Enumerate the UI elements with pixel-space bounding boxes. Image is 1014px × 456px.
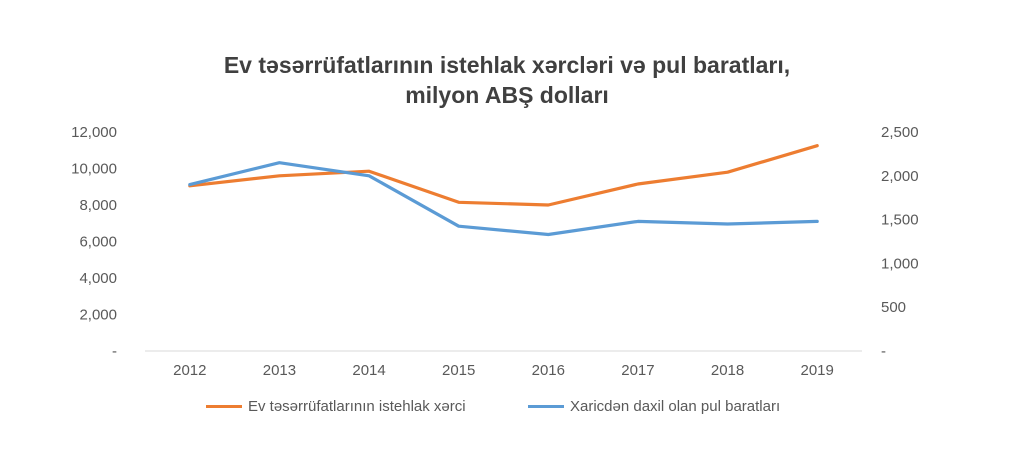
y-right-tick-label: 2,500: [881, 124, 919, 141]
y-left-tick-label: 6,000: [79, 234, 117, 251]
x-tick-label: 2017: [621, 362, 654, 379]
y-left-tick-label: 8,000: [79, 197, 117, 214]
legend-swatch-orange: [206, 405, 242, 408]
legend: Ev təsərrüfatlarının istehlak xərci Xari…: [0, 398, 1014, 422]
legend-item-remittances: Xaricdən daxil olan pul baratları: [528, 398, 780, 415]
y-right-tick-label: -: [881, 343, 886, 360]
legend-swatch-blue: [528, 405, 564, 408]
y-left-tick-label: 4,000: [79, 270, 117, 287]
series-line-remittances: [188, 161, 819, 237]
chart-title: Ev təsərrüfatlarının istehlak xərcləri v…: [0, 50, 1014, 110]
x-tick-label: 2019: [801, 362, 834, 379]
chart-title-line-2: milyon ABŞ dolları: [405, 82, 609, 108]
x-tick-label: 2012: [173, 362, 206, 379]
x-tick-label: 2015: [442, 362, 475, 379]
x-tick-label: 2016: [532, 362, 565, 379]
y-left-tick-label: 2,000: [79, 307, 117, 324]
legend-item-consumption: Ev təsərrüfatlarının istehlak xərci: [206, 398, 466, 415]
legend-label-consumption: Ev təsərrüfatlarının istehlak xərci: [248, 398, 466, 415]
series-line-consumption: [188, 144, 819, 207]
x-tick-label: 2014: [352, 362, 385, 379]
y-right-tick-label: 500: [881, 299, 906, 316]
y-right-tick-label: 1,000: [881, 255, 919, 272]
legend-label-remittances: Xaricdən daxil olan pul baratları: [570, 398, 781, 415]
y-left-tick-label: 12,000: [71, 124, 117, 141]
chart-title-line-1: Ev təsərrüfatlarının istehlak xərcləri v…: [223, 52, 791, 78]
y-right-tick-label: 2,000: [881, 168, 919, 185]
y-left-tick-label: 10,000: [71, 161, 117, 178]
y-left-tick-label: -: [112, 343, 117, 360]
y-right-tick-label: 1,500: [881, 212, 919, 229]
x-tick-label: 2018: [711, 362, 744, 379]
x-tick-label: 2013: [263, 362, 296, 379]
